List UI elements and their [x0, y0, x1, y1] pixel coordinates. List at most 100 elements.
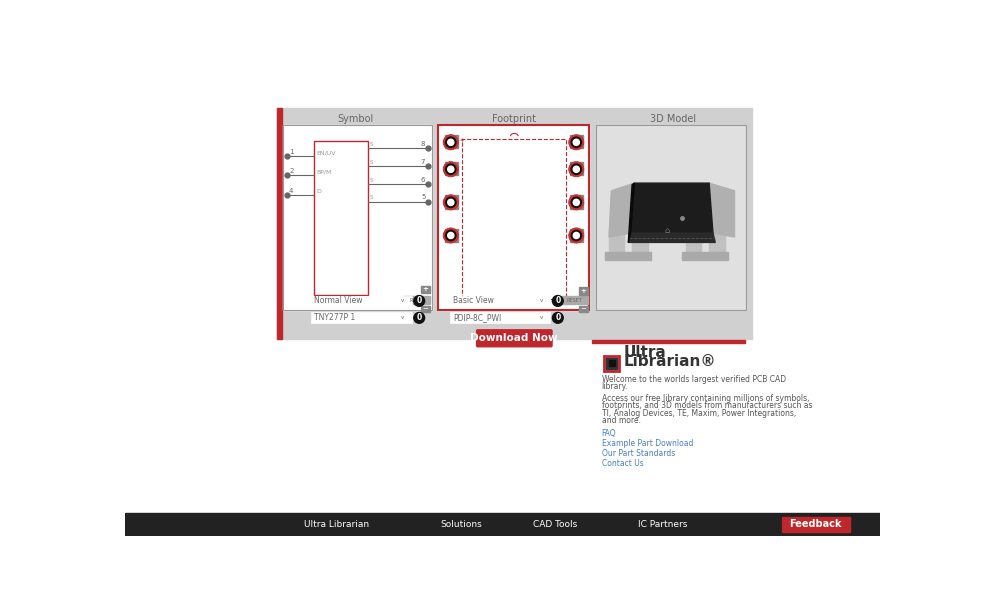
Text: Solutions: Solutions	[439, 520, 482, 529]
Bar	[782, 517, 850, 532]
Text: Librarian®: Librarian®	[623, 354, 716, 368]
Text: library.: library.	[601, 382, 628, 391]
Text: footprints, and 3D models from manufacturers such as: footprints, and 3D models from manufactu…	[601, 402, 812, 411]
Circle shape	[552, 296, 563, 306]
Text: ⌂: ⌂	[664, 226, 670, 235]
Text: EN/UV: EN/UV	[316, 150, 336, 155]
Circle shape	[443, 196, 458, 209]
Bar	[444, 229, 458, 241]
Text: BP/M: BP/M	[316, 169, 332, 174]
Bar	[628, 252, 651, 260]
Circle shape	[443, 229, 458, 243]
Text: Feedback: Feedback	[790, 520, 842, 529]
Circle shape	[573, 166, 580, 172]
Text: Footprint: Footprint	[492, 114, 537, 124]
Bar	[593, 340, 745, 343]
Bar	[608, 360, 615, 367]
Bar	[562, 296, 588, 304]
Bar	[311, 312, 411, 323]
Circle shape	[447, 166, 454, 172]
Text: Contact Us: Contact Us	[601, 459, 644, 468]
Text: PDIP-8C_PWI: PDIP-8C_PWI	[453, 314, 501, 322]
Text: 5: 5	[421, 194, 426, 200]
Bar	[421, 285, 430, 293]
Bar	[277, 108, 751, 340]
Text: TI, Analog Devices, TE, Maxim, Power Integrations,: TI, Analog Devices, TE, Maxim, Power Int…	[601, 409, 796, 418]
Circle shape	[414, 312, 425, 323]
Bar	[311, 296, 411, 306]
Circle shape	[447, 139, 454, 146]
Bar	[404, 296, 430, 304]
Text: v: v	[400, 315, 404, 320]
Circle shape	[573, 232, 580, 238]
Circle shape	[573, 199, 580, 205]
Circle shape	[552, 312, 563, 323]
Bar	[709, 229, 725, 252]
Bar	[705, 252, 728, 260]
Bar	[438, 125, 590, 310]
Text: 0: 0	[555, 314, 560, 322]
Circle shape	[443, 163, 458, 176]
Text: Ultra: Ultra	[623, 345, 666, 360]
Bar	[570, 135, 584, 149]
Bar	[444, 196, 458, 208]
Text: Example Part Download: Example Part Download	[601, 439, 694, 448]
Text: 7: 7	[421, 159, 426, 165]
Text: 6: 6	[421, 177, 426, 183]
Text: Normal View: Normal View	[315, 296, 363, 305]
Text: FAQ: FAQ	[601, 429, 616, 438]
Text: 4: 4	[289, 187, 293, 193]
Text: RESET: RESET	[409, 297, 425, 303]
Circle shape	[414, 296, 425, 306]
Text: CAD Tools: CAD Tools	[533, 520, 577, 529]
Bar	[277, 108, 283, 340]
Circle shape	[569, 229, 584, 243]
Text: 0: 0	[417, 314, 422, 322]
Text: and more.: and more.	[601, 416, 641, 425]
Text: −: −	[581, 306, 587, 312]
Bar	[283, 125, 432, 310]
Text: +: +	[581, 288, 587, 294]
Text: 0: 0	[417, 296, 422, 305]
Bar	[606, 358, 617, 368]
Bar	[314, 141, 368, 295]
Text: Welcome to the worlds largest verified PCB CAD: Welcome to the worlds largest verified P…	[601, 375, 786, 384]
Polygon shape	[631, 183, 713, 233]
Text: Ultra Librarian: Ultra Librarian	[304, 520, 370, 529]
Bar	[579, 306, 588, 312]
Text: −: −	[423, 306, 429, 312]
Circle shape	[447, 199, 454, 205]
Bar	[450, 296, 550, 306]
Bar	[444, 163, 458, 175]
Text: S: S	[369, 142, 373, 147]
Polygon shape	[609, 183, 635, 237]
Bar	[595, 125, 746, 310]
Bar	[283, 125, 432, 310]
Bar	[686, 229, 701, 252]
Text: S: S	[369, 178, 373, 183]
Bar	[595, 125, 746, 310]
Bar	[462, 139, 566, 299]
Circle shape	[569, 163, 584, 176]
Bar	[593, 340, 745, 502]
Bar	[570, 229, 584, 241]
Text: Symbol: Symbol	[337, 114, 374, 124]
Bar	[605, 252, 628, 260]
Bar	[438, 125, 590, 310]
Bar	[604, 356, 619, 371]
Circle shape	[447, 232, 454, 238]
Bar	[682, 252, 705, 260]
Text: S: S	[369, 160, 373, 165]
Text: +: +	[423, 287, 429, 293]
Text: RESET: RESET	[567, 297, 583, 303]
Polygon shape	[628, 233, 715, 243]
Circle shape	[573, 139, 580, 146]
Text: *: *	[459, 138, 463, 147]
Text: D: D	[316, 188, 321, 193]
Circle shape	[569, 196, 584, 209]
Circle shape	[569, 135, 584, 149]
Bar	[450, 312, 550, 323]
Text: v: v	[400, 299, 404, 303]
Bar	[570, 196, 584, 208]
Text: Basic View: Basic View	[453, 296, 494, 305]
